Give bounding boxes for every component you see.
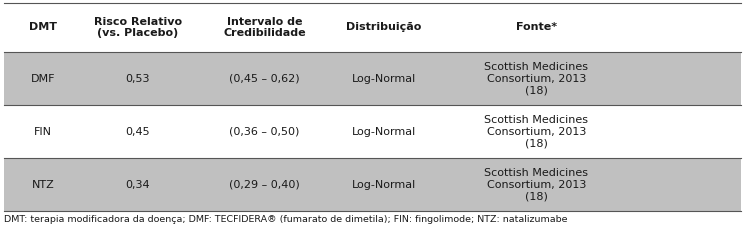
Bar	[4, 105, 741, 158]
Text: 0,45: 0,45	[125, 127, 150, 137]
Text: Log-Normal: Log-Normal	[352, 73, 416, 84]
Text: Intervalo de
Credibilidade: Intervalo de Credibilidade	[224, 17, 305, 38]
Text: Scottish Medicines
Consortium, 2013
(18): Scottish Medicines Consortium, 2013 (18)	[484, 168, 589, 201]
Text: NTZ: NTZ	[32, 180, 54, 190]
Text: (0,29 – 0,40): (0,29 – 0,40)	[229, 180, 299, 190]
Text: DMF: DMF	[31, 73, 55, 84]
Text: Log-Normal: Log-Normal	[352, 180, 416, 190]
Text: Scottish Medicines
Consortium, 2013
(18): Scottish Medicines Consortium, 2013 (18)	[484, 115, 589, 148]
Text: (0,45 – 0,62): (0,45 – 0,62)	[229, 73, 299, 84]
Bar	[4, 158, 741, 211]
Text: Log-Normal: Log-Normal	[352, 127, 416, 137]
Text: Distribuição: Distribuição	[346, 23, 422, 33]
Text: Risco Relativo
(vs. Placebo): Risco Relativo (vs. Placebo)	[94, 17, 182, 38]
Text: 0,53: 0,53	[126, 73, 150, 84]
Text: FIN: FIN	[34, 127, 52, 137]
Text: (0,36 – 0,50): (0,36 – 0,50)	[229, 127, 299, 137]
Bar	[4, 52, 741, 105]
Bar	[4, 3, 741, 52]
Text: DMT: terapia modificadora da doença; DMF: TECFIDERA® (fumarato de dimetila); FIN: DMT: terapia modificadora da doença; DMF…	[4, 215, 568, 224]
Text: 0,34: 0,34	[125, 180, 150, 190]
Text: Fonte*: Fonte*	[516, 23, 557, 33]
Text: DMT: DMT	[29, 23, 57, 33]
Text: Scottish Medicines
Consortium, 2013
(18): Scottish Medicines Consortium, 2013 (18)	[484, 62, 589, 95]
